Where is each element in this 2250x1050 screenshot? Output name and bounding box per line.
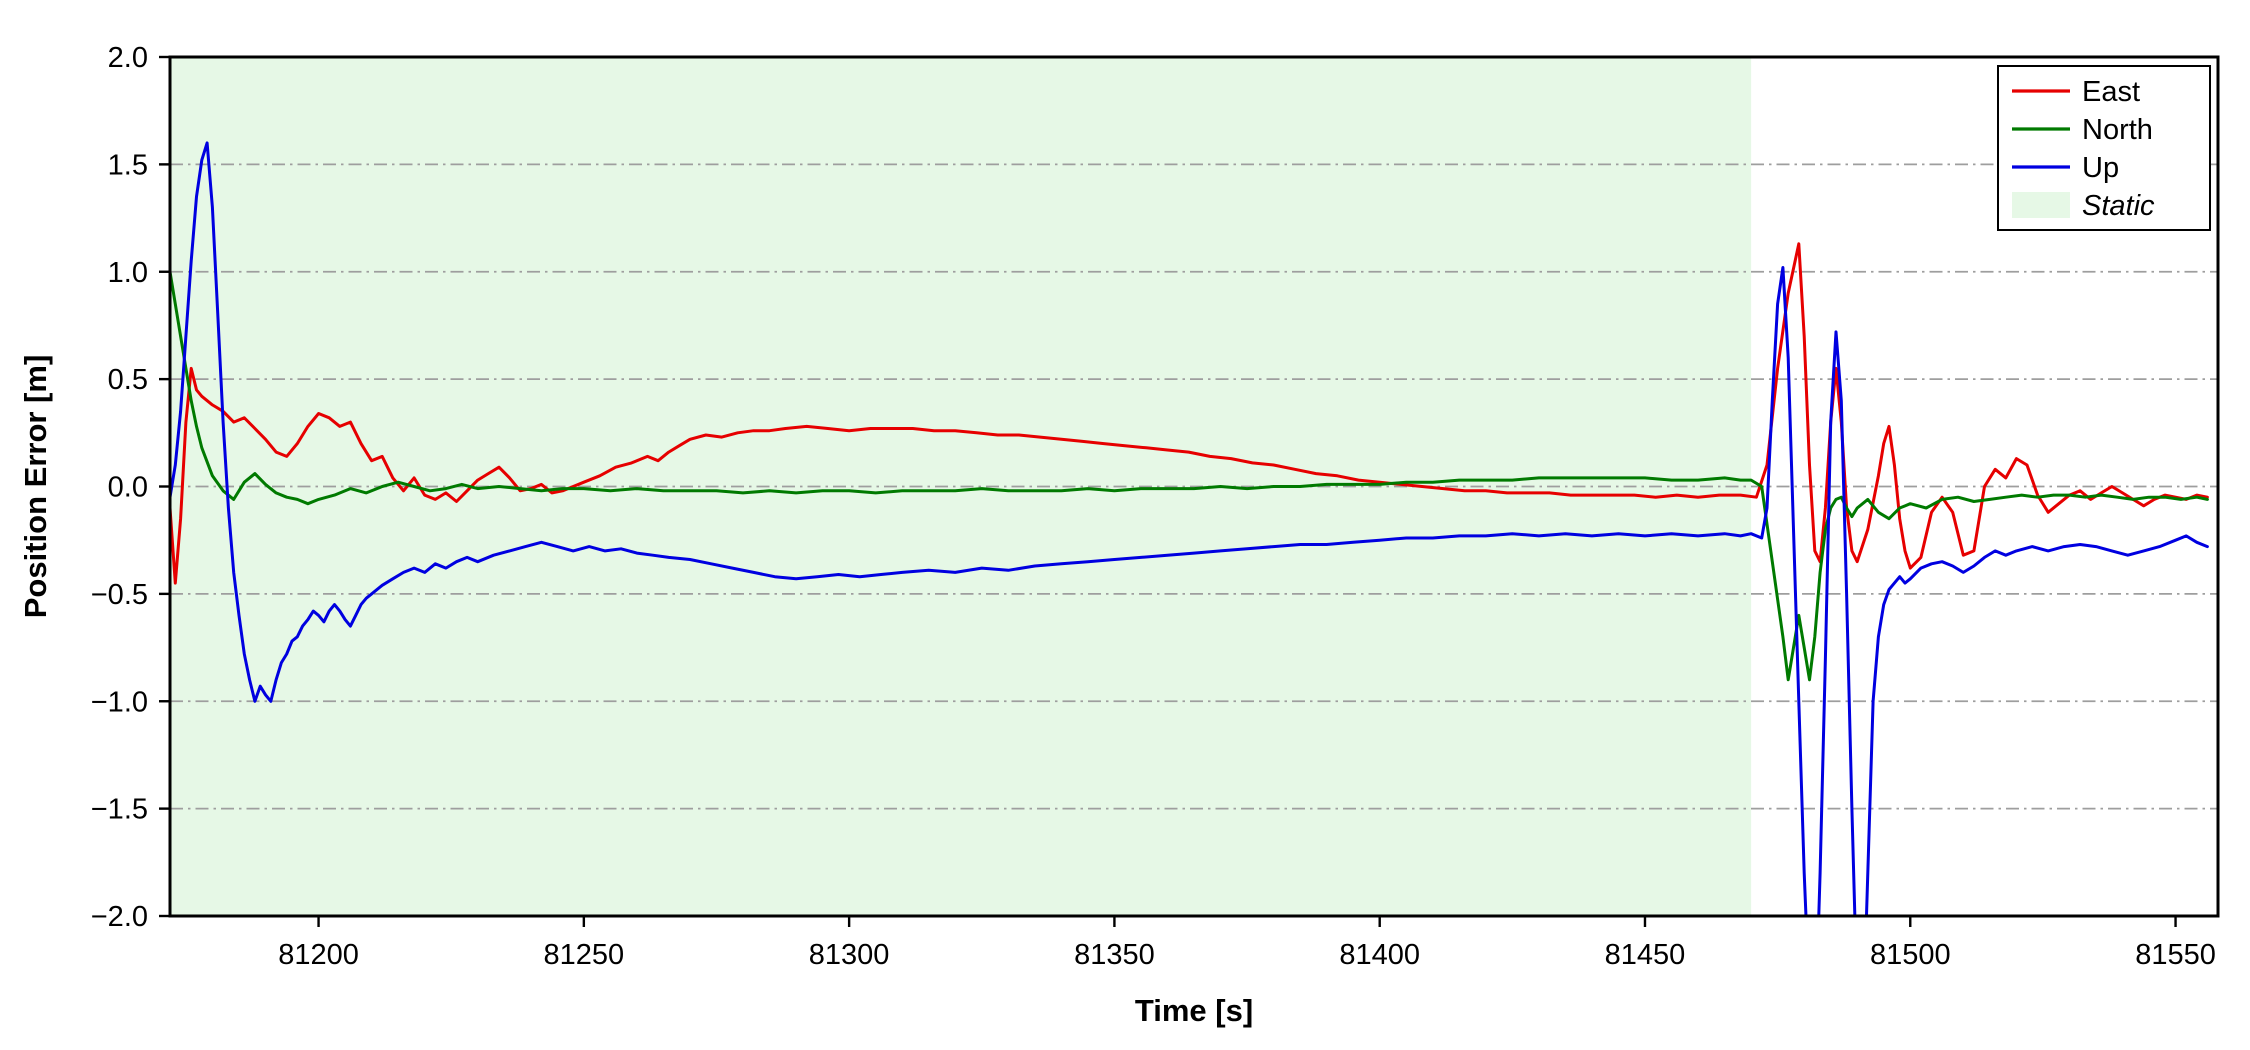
legend-patch-static: [2012, 192, 2070, 218]
series-north: [170, 270, 2209, 682]
y-tick-label: 1.0: [108, 257, 148, 289]
legend-label-up: Up: [2082, 152, 2119, 184]
x-tick-label: 81500: [1870, 939, 1951, 971]
y-tick-label: −2.0: [91, 901, 148, 933]
y-tick-label: 0.5: [108, 364, 148, 396]
y-tick-label: 0.0: [108, 472, 148, 504]
x-tick-label: 81200: [278, 939, 359, 971]
y-axis-label: Position Error [m]: [18, 355, 53, 619]
legend: East North Up Static: [1997, 65, 2211, 231]
y-tick-label: −0.5: [91, 579, 148, 611]
series-group: [170, 141, 2209, 916]
x-tick-label: 81250: [544, 939, 625, 971]
y-tick-label: −1.0: [91, 686, 148, 718]
y-tick-label: 1.5: [108, 149, 148, 181]
x-tick-label: 81300: [809, 939, 890, 971]
series-up: [170, 141, 2209, 916]
x-tick-label: 81400: [1339, 939, 1420, 971]
x-axis: 81200 81250 81300 81350 81400 81450 81500 81550: [278, 916, 2216, 971]
legend-label-north: North: [2082, 114, 2153, 146]
y-tick-label: −1.5: [91, 794, 148, 826]
y-tick-label: 2.0: [108, 42, 148, 74]
gridlines: [170, 163, 2218, 810]
x-tick-label: 81550: [2135, 939, 2216, 971]
x-axis-label: Time [s]: [1135, 993, 1253, 1028]
x-tick-label: 81450: [1605, 939, 1686, 971]
y-axis: −2.0 −1.5 −1.0 −0.5 0.0 0.5 1.0 1.5 2.0: [91, 42, 170, 933]
legend-label-static: Static: [2082, 190, 2155, 222]
x-tick-label: 81350: [1074, 939, 1155, 971]
legend-label-east: East: [2082, 76, 2140, 108]
